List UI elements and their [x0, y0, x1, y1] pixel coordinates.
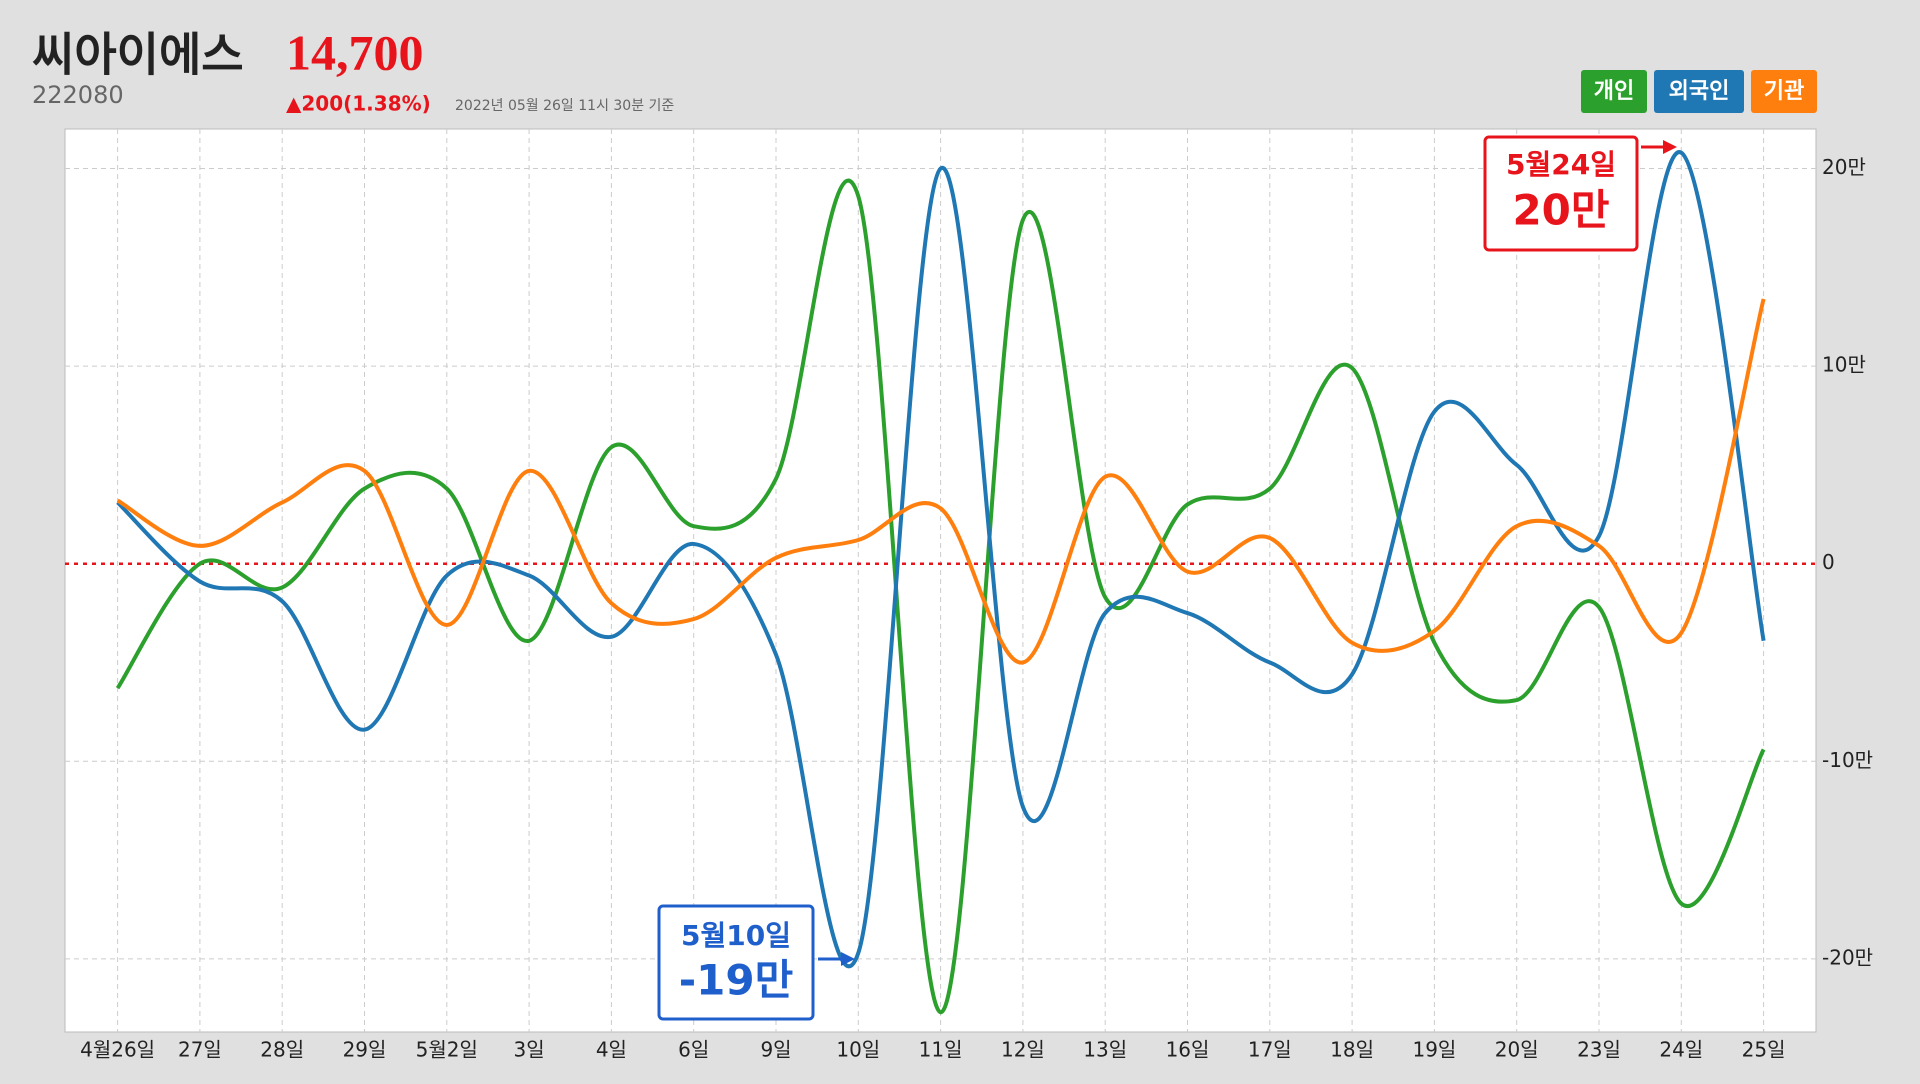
change: ▲200(1.38%): [286, 92, 431, 116]
x-tick-label: 9일: [760, 1038, 791, 1062]
price: 14,700: [286, 24, 424, 80]
x-tick-label: 17일: [1248, 1038, 1292, 1062]
legend-label: 개인: [1594, 79, 1634, 104]
y-tick-label: 0: [1822, 550, 1835, 574]
series-line: [116, 298, 1766, 665]
x-tick-label: 28일: [260, 1038, 304, 1062]
annotations: 5월24일 20만 5월10일 -19만: [657, 135, 1677, 1021]
x-tick-label: 12일: [1001, 1038, 1045, 1062]
x-tick-label: 11일: [919, 1038, 963, 1062]
x-tick-label: 16일: [1166, 1038, 1210, 1062]
y-tick-label: 10만: [1822, 353, 1866, 377]
legend-badge: [1654, 70, 1744, 113]
annotation-amount: 20만: [1512, 186, 1609, 235]
y-tick-label: -10만: [1822, 748, 1873, 772]
annotation-box: [657, 904, 815, 1021]
annotation-box: [1483, 135, 1639, 252]
legend-badge: [1581, 70, 1647, 113]
x-tick-label: 13일: [1083, 1038, 1127, 1062]
annotation-date: 5월10일: [681, 919, 791, 952]
legend-badge: [1751, 70, 1817, 113]
y-tick-label: -20만: [1822, 945, 1873, 969]
arrow-head: [841, 952, 855, 966]
x-tick-label: 10일: [836, 1038, 880, 1062]
series-line: [115, 178, 1766, 1015]
timestamp: 2022년 05월 26일 11시 30분 기준: [455, 98, 674, 114]
x-tick-label: 6일: [678, 1038, 709, 1062]
x-tick-label: 27일: [178, 1038, 222, 1062]
x-tick-label: 4일: [596, 1038, 627, 1062]
x-tick-label: 23일: [1577, 1038, 1621, 1062]
annotation-amount: -19만: [679, 956, 794, 1005]
series-line: [116, 150, 1766, 968]
x-tick-label: 3일: [514, 1038, 545, 1062]
annotation-date: 5월24일: [1506, 148, 1616, 181]
x-tick-label: 19일: [1412, 1038, 1456, 1062]
x-tick-label: 20일: [1495, 1038, 1539, 1062]
x-tick-label: 29일: [343, 1038, 387, 1062]
y-tick-label: 20만: [1822, 155, 1866, 179]
x-tick-label: 5월2일: [416, 1038, 478, 1062]
code: 222080: [32, 81, 124, 109]
x-tick-label: 24일: [1659, 1038, 1703, 1062]
x-tick-label: 18일: [1330, 1038, 1374, 1062]
chart-title: 씨아이에스: [32, 28, 244, 82]
legend-label: 외국인: [1669, 79, 1730, 104]
legend-label: 기관: [1764, 79, 1804, 104]
arrow-head: [1663, 140, 1677, 154]
x-tick-label: 25일: [1742, 1038, 1786, 1062]
x-tick-label: 4월26일: [80, 1038, 155, 1062]
